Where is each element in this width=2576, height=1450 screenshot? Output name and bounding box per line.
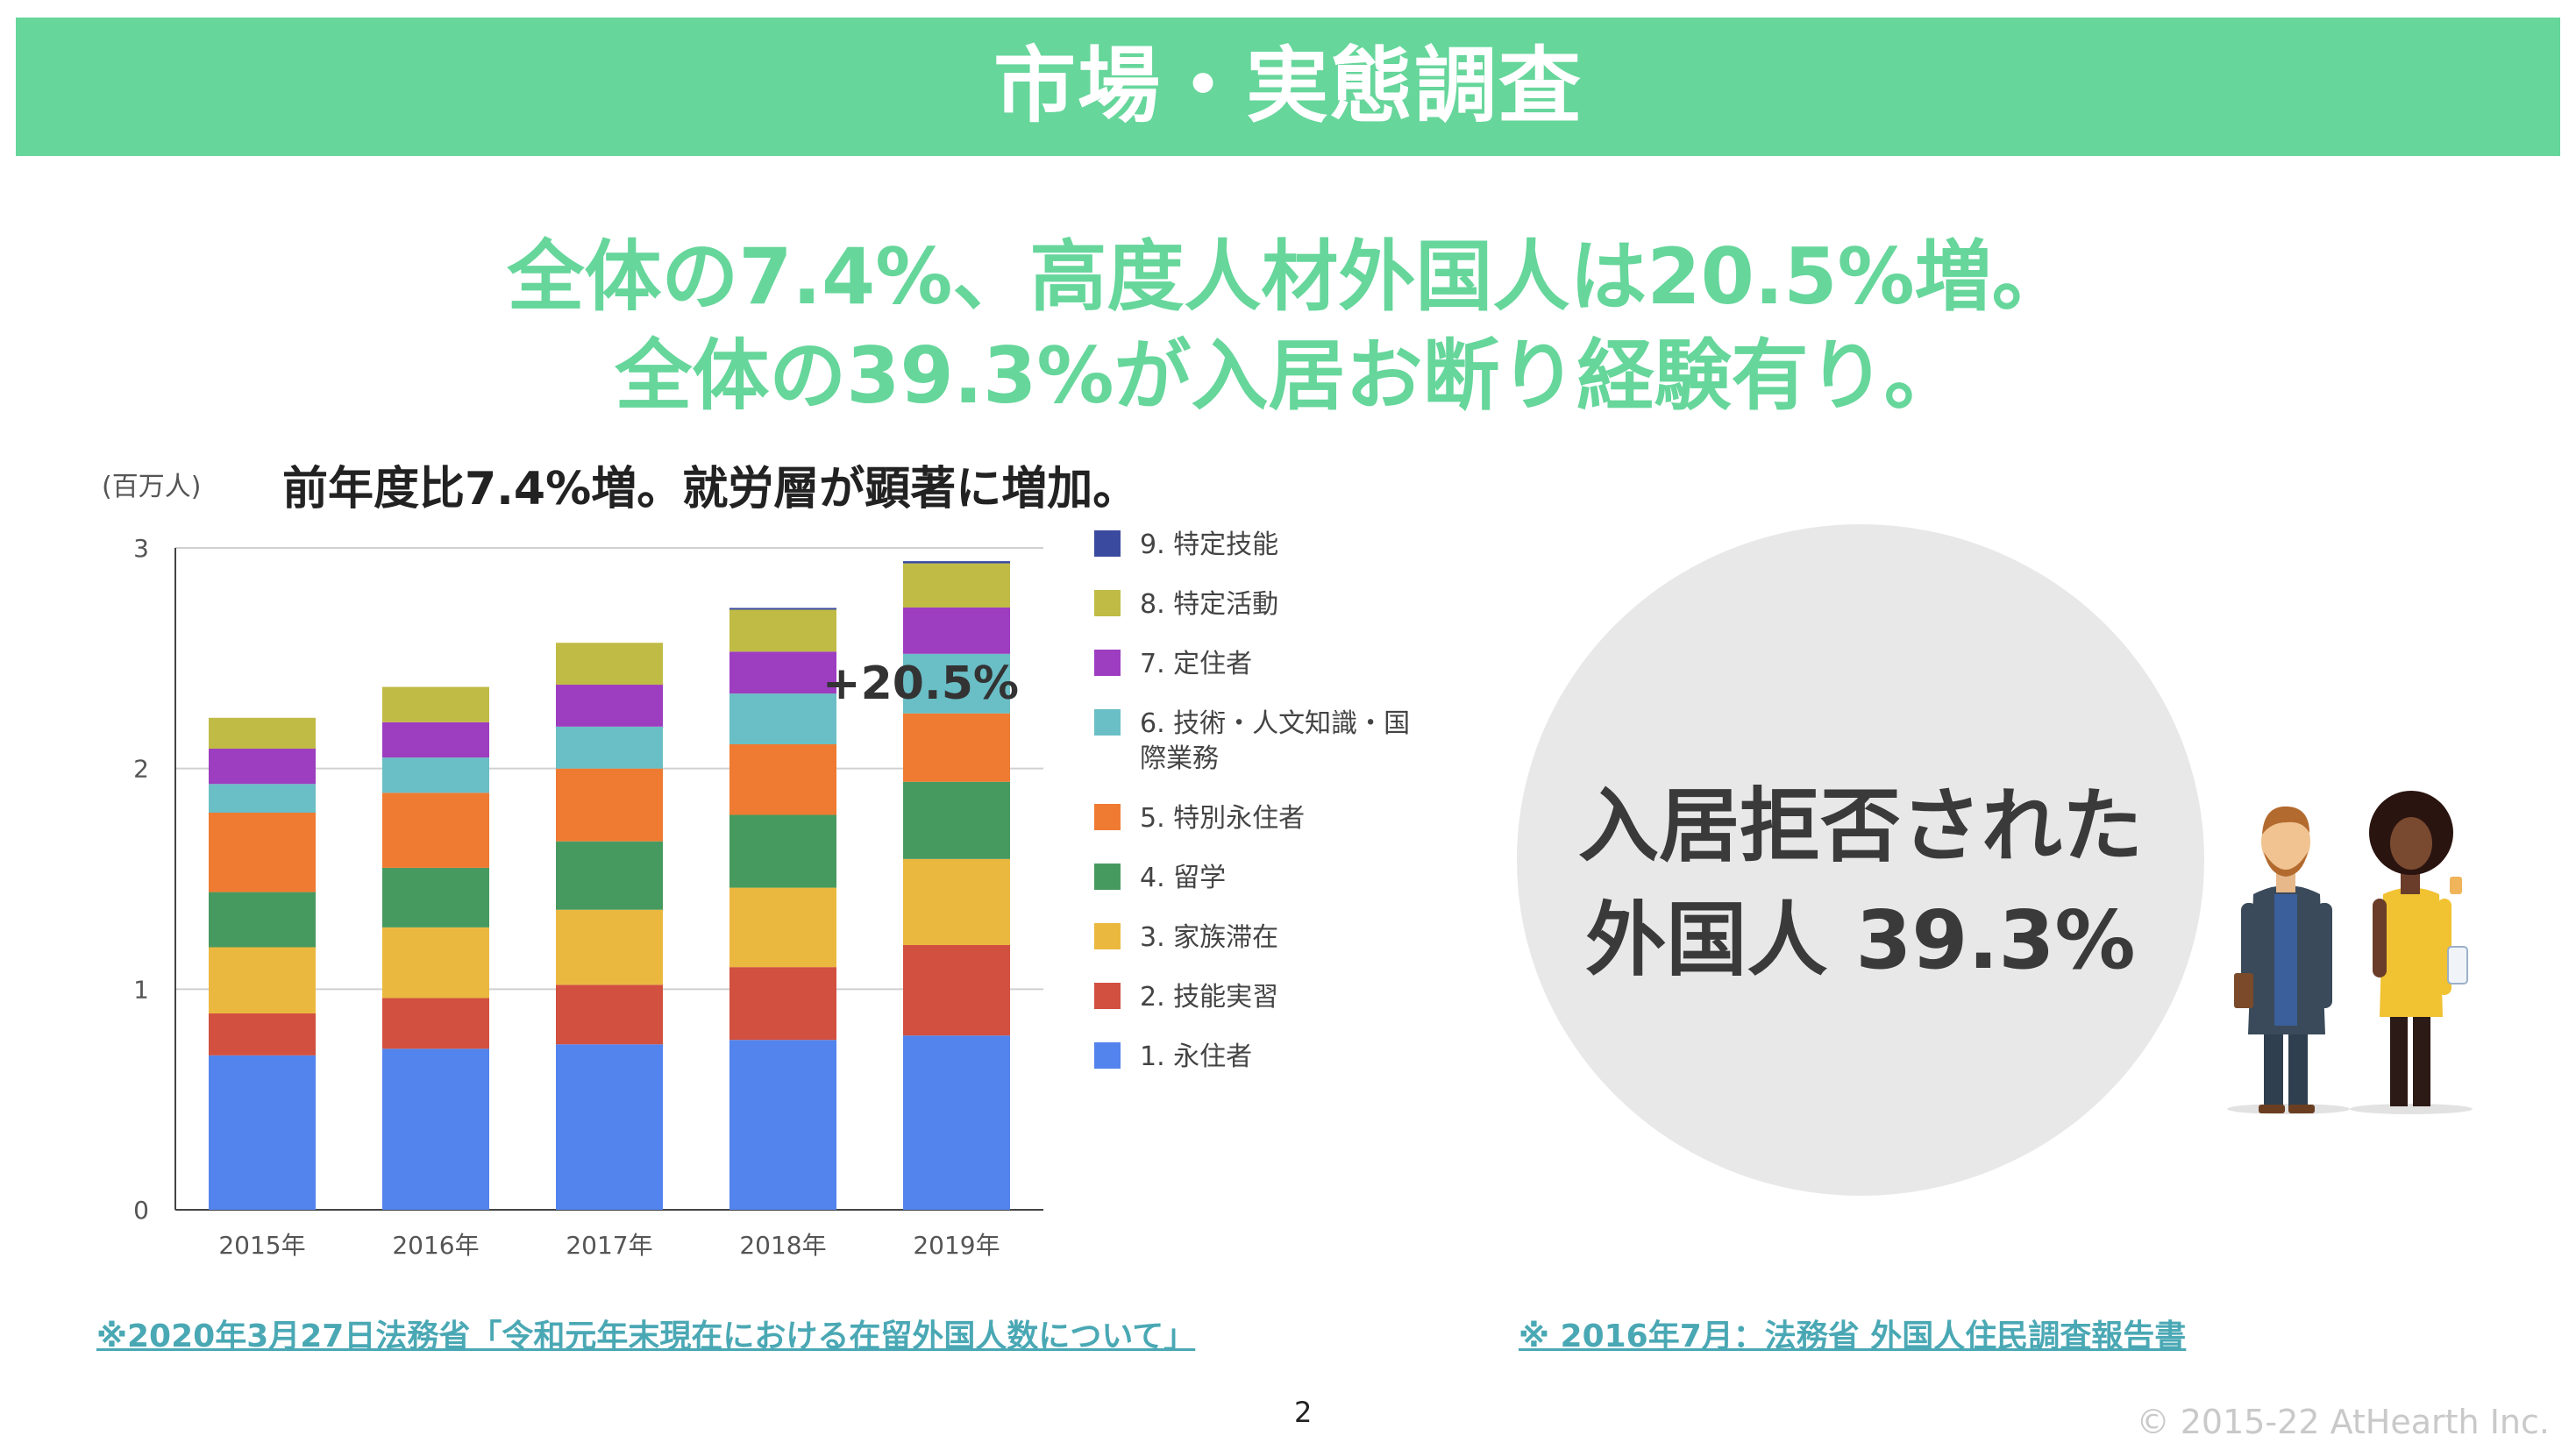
bar-segment <box>729 743 836 815</box>
bar-segment <box>209 813 316 892</box>
x-tick-label: 2015年 <box>218 1231 305 1260</box>
bar-segment <box>556 726 663 769</box>
legend-swatch <box>1094 530 1121 557</box>
bar-segment <box>556 909 663 985</box>
y-tick-label: 1 <box>133 975 149 1004</box>
page-number: 2 <box>1294 1396 1313 1429</box>
legend-swatch <box>1094 864 1121 890</box>
legend-label: 5. 特別永住者 <box>1140 803 1305 834</box>
man-figure <box>2227 806 2350 1114</box>
stacked-bar-chart: 0 1 2 3 2015年 2016年 2017年 2018年 2019年 +20.5% 9. 特定… <box>133 530 1410 1260</box>
bar-segment <box>556 984 663 1045</box>
chart-title: 前年度比7.4%増。就労層が顕著に増加。 <box>282 463 1139 515</box>
bar-segment <box>556 841 663 910</box>
legend-label: 9. 特定技能 <box>1140 530 1278 560</box>
legend-swatch <box>1094 923 1121 949</box>
bar-segment <box>556 643 663 686</box>
growth-callout: +20.5% <box>822 657 1019 710</box>
bar-segment <box>903 781 1010 859</box>
bar-segment <box>209 947 316 1014</box>
bar-segment <box>903 653 1010 714</box>
bar-segment <box>382 757 489 793</box>
bar-segment <box>556 685 663 727</box>
legend-label: 3. 家族滞在 <box>1140 922 1278 953</box>
bar-segment <box>382 998 489 1049</box>
bar-segment <box>729 814 836 888</box>
bar-segment <box>382 793 489 868</box>
y-axis-unit-label: (百万人) <box>102 472 202 502</box>
bar-segment <box>903 858 1010 945</box>
bar-segment <box>729 609 836 652</box>
bar-segment <box>729 651 836 694</box>
bar-segment <box>903 607 1010 654</box>
bar-segment <box>903 945 1010 1036</box>
bar-segment <box>209 749 316 785</box>
slide-title: 市場・実態調査 <box>993 39 1583 134</box>
legend-swatch <box>1094 709 1121 736</box>
people-illustration <box>2227 791 2473 1114</box>
title-banner: 市場・実態調査 <box>16 18 2560 156</box>
x-tick-label: 2016年 <box>392 1231 479 1260</box>
bar-segment <box>382 867 489 928</box>
bar-segment <box>556 768 663 842</box>
bar-segment <box>209 1055 316 1210</box>
legend-label: 2. 技能実習 <box>1140 982 1278 1013</box>
bar-segment <box>903 561 1010 564</box>
bar-segment <box>382 721 489 758</box>
x-tick-label: 2019年 <box>913 1231 1000 1260</box>
bar-segment <box>729 967 836 1041</box>
bar-segment <box>382 927 489 999</box>
x-tick-label: 2017年 <box>566 1231 652 1260</box>
legend-label: 6. 技術・人文知識・国際業務 <box>1140 708 1410 774</box>
bar-segment <box>382 1048 489 1210</box>
legend-label: 4. 留学 <box>1140 863 1226 893</box>
woman-figure <box>2350 791 2473 1114</box>
legend-label: 7. 定住者 <box>1140 649 1252 679</box>
bar-segment <box>209 892 316 948</box>
legend-swatch <box>1094 804 1121 830</box>
headline-line-1: 全体の7.4%、高度人材外国人は20.5%増。 <box>507 231 2069 322</box>
bar-segment <box>903 713 1010 782</box>
legend-swatch <box>1094 1042 1121 1069</box>
y-tick-label: 2 <box>133 755 149 784</box>
bar-segment <box>382 686 489 722</box>
bar-segment <box>729 887 836 968</box>
bar-segment <box>729 608 836 610</box>
bar-segment <box>556 1044 663 1210</box>
legend-label: 1. 永住者 <box>1140 1041 1252 1072</box>
source-link-moj-2020[interactable]: ※2020年3月27日法務省「令和元年末現在における在留外国人数について」 <box>96 1319 1196 1354</box>
bar-segment <box>209 717 316 750</box>
stat-label: 入居拒否された <box>1577 779 2143 873</box>
legend-label: 8. 特定活動 <box>1140 589 1278 620</box>
y-tick-label: 0 <box>133 1196 149 1225</box>
bar-segment <box>903 563 1010 608</box>
bar-segment <box>903 1035 1010 1210</box>
bar-segment <box>209 784 316 813</box>
bar-segment <box>729 1040 836 1210</box>
legend-swatch <box>1094 590 1121 616</box>
legend-swatch <box>1094 983 1121 1009</box>
bar-segment <box>209 1013 316 1056</box>
x-tick-label: 2018年 <box>739 1231 826 1260</box>
headline-line-2: 全体の39.3%が入居お断り経験有り。 <box>615 331 1961 421</box>
stat-circle: 入居拒否された 外国人 39.3% <box>1517 524 2204 1196</box>
source-link-moj-2016[interactable]: ※ 2016年7月：法務省 外国人住民調査報告書 <box>1519 1319 2187 1354</box>
bar-segment <box>729 693 836 744</box>
stat-value: 外国人 39.3% <box>1585 893 2136 987</box>
legend-swatch <box>1094 650 1121 676</box>
copyright: © 2015-22 AtHearth Inc. <box>2136 1403 2550 1441</box>
y-tick-label: 3 <box>133 534 149 563</box>
